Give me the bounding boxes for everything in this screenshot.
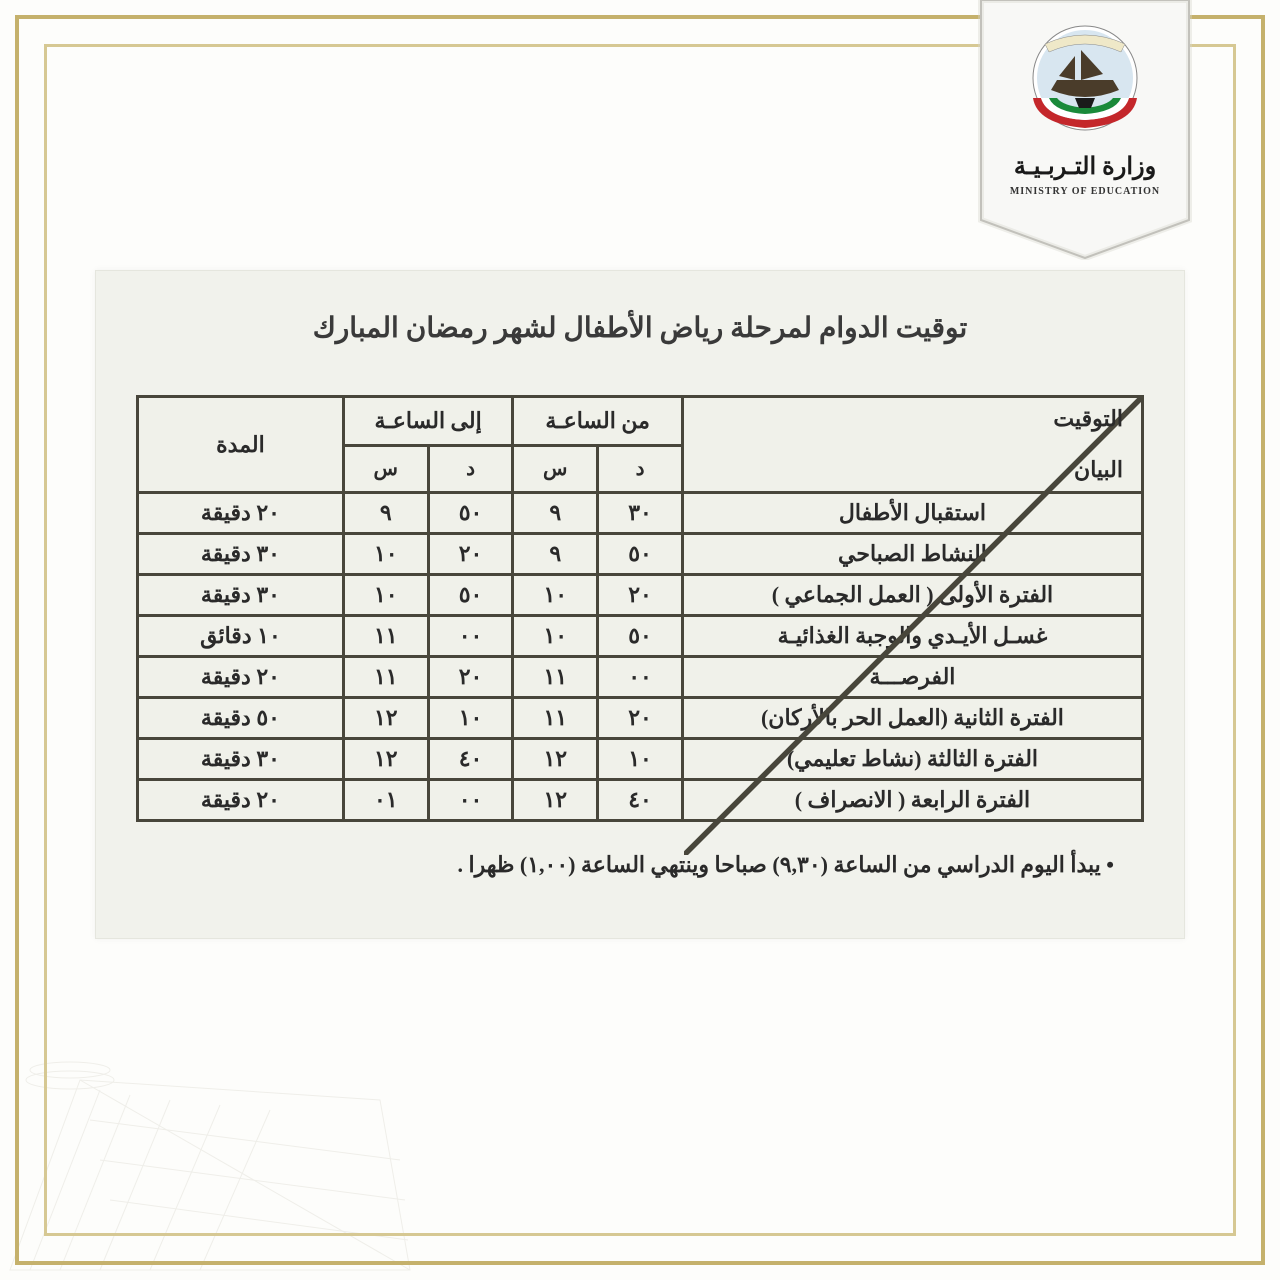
cell-duration: ٣٠ دقيقة [138, 575, 344, 616]
ministry-name-en: MINISTRY OF EDUCATION [975, 186, 1195, 197]
cell-to-d: ١٠ [428, 698, 513, 739]
header-timing-label: التوقيت [1053, 406, 1123, 432]
cell-to-d: ٢٠ [428, 534, 513, 575]
cell-from-d: ٣٠ [598, 493, 683, 534]
header-statement-label: البيان [684, 457, 1141, 483]
cell-to-d: ٠٠ [428, 780, 513, 821]
cell-to-d: ٤٠ [428, 739, 513, 780]
cell-to-d: ٢٠ [428, 657, 513, 698]
header-from-d: د [598, 445, 683, 492]
cell-from-d: ٤٠ [598, 780, 683, 821]
cell-from-s: ١٠ [513, 575, 598, 616]
cell-to-s: ١٢ [343, 698, 428, 739]
cell-from-d: ٢٠ [598, 698, 683, 739]
cell-duration: ٢٠ دقيقة [138, 493, 344, 534]
cell-from-s: ٩ [513, 493, 598, 534]
ministry-banner: وزارة التـربـيـة MINISTRY OF EDUCATION [975, 0, 1195, 260]
cell-duration: ٣٠ دقيقة [138, 534, 344, 575]
schedule-document: توقيت الدوام لمرحلة رياض الأطفال لشهر رم… [95, 270, 1185, 939]
cell-to-s: ١١ [343, 657, 428, 698]
cell-to-s: ١٠ [343, 534, 428, 575]
cell-from-s: ١١ [513, 698, 598, 739]
cell-from-s: ١٢ [513, 739, 598, 780]
cell-duration: ٣٠ دقيقة [138, 739, 344, 780]
cell-from-d: ٢٠ [598, 575, 683, 616]
cell-from-s: ١٢ [513, 780, 598, 821]
cell-duration: ٢٠ دقيقة [138, 657, 344, 698]
cell-to-d: ٠٠ [428, 616, 513, 657]
cell-to-s: ١١ [343, 616, 428, 657]
cell-to-d: ٥٠ [428, 493, 513, 534]
cell-from-d: ٠٠ [598, 657, 683, 698]
schedule-table: التوقيت البيان من الساعـة إلى الساعـة ال… [136, 395, 1144, 822]
header-from-s: س [513, 445, 598, 492]
cell-to-s: ٩ [343, 493, 428, 534]
cell-to-s: ١٢ [343, 739, 428, 780]
header-diagonal: التوقيت البيان [682, 397, 1142, 493]
cell-from-s: ١١ [513, 657, 598, 698]
cell-from-s: ١٠ [513, 616, 598, 657]
footer-note: يبدأ اليوم الدراسي من الساعة (٩,٣٠) صباح… [136, 852, 1144, 878]
header-duration: المدة [138, 397, 344, 493]
ministry-name-ar: وزارة التـربـيـة [975, 152, 1195, 181]
header-to: إلى الساعـة [343, 397, 513, 446]
cell-from-d: ١٠ [598, 739, 683, 780]
header-to-d: د [428, 445, 513, 492]
header-to-s: س [343, 445, 428, 492]
header-from: من الساعـة [513, 397, 683, 446]
cell-from-s: ٩ [513, 534, 598, 575]
cell-duration: ٥٠ دقيقة [138, 698, 344, 739]
cell-from-d: ٥٠ [598, 534, 683, 575]
cell-to-d: ٥٠ [428, 575, 513, 616]
cell-from-d: ٥٠ [598, 616, 683, 657]
cell-to-s: ٠١ [343, 780, 428, 821]
cell-duration: ٢٠ دقيقة [138, 780, 344, 821]
cell-to-s: ١٠ [343, 575, 428, 616]
document-title: توقيت الدوام لمرحلة رياض الأطفال لشهر رم… [136, 311, 1144, 345]
cell-duration: ١٠ دقائق [138, 616, 344, 657]
